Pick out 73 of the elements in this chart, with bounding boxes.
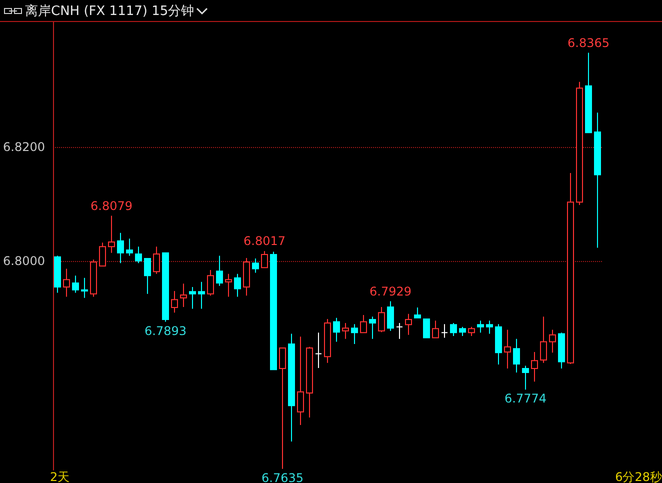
annotation: 6.8365 [568, 36, 610, 50]
candlestick [63, 268, 70, 298]
candlestick [108, 215, 115, 254]
candlestick [441, 324, 448, 338]
candlestick [513, 338, 520, 374]
candlestick [351, 324, 358, 345]
annotation: 6.7929 [369, 284, 412, 298]
candlestick [252, 258, 259, 274]
candlestick [423, 318, 430, 338]
candlestick [216, 255, 223, 286]
candlestick [558, 332, 565, 370]
candlestick [459, 326, 466, 337]
y-tick-label: 6.8200 [2, 140, 45, 154]
chart-title: 离岸CNH (FX 1117) 15分钟 [25, 2, 194, 20]
candlestick [432, 320, 439, 338]
candlestick [342, 322, 349, 340]
candlestick [261, 250, 268, 268]
candlestick [576, 81, 583, 206]
candlestick [198, 281, 205, 310]
candlestick [477, 320, 484, 334]
candlestick [585, 52, 592, 134]
annotation: 6.8017 [243, 234, 286, 248]
candlestick [225, 273, 232, 298]
candlestick [495, 324, 502, 366]
candlestick [360, 314, 367, 334]
candlestick [567, 172, 574, 364]
candlestick [297, 336, 304, 426]
annotation: 6.7774 [504, 392, 546, 406]
annotation: 6.7893 [144, 324, 186, 338]
candlestick [306, 346, 313, 418]
candlestick [234, 273, 241, 298]
candlestick [180, 283, 187, 308]
candlestick [549, 329, 556, 354]
candlestick [207, 269, 214, 296]
candlestick [54, 255, 61, 294]
candlestick [522, 365, 529, 390]
candlestick [594, 112, 601, 248]
annotation: 2天 [50, 470, 70, 483]
candlestick [72, 275, 79, 294]
candlestick [333, 317, 340, 342]
candlestick [90, 259, 97, 298]
annotation: 6.8079 [90, 198, 132, 213]
candlestick [369, 316, 376, 340]
candlestick [540, 316, 547, 364]
candlestick [414, 307, 421, 318]
candlestick [243, 257, 250, 296]
candlestick [162, 252, 169, 322]
candlestick [81, 277, 88, 298]
candlestick [486, 320, 493, 334]
candlestick [531, 352, 538, 382]
candlestick [171, 290, 178, 314]
candlestick [288, 333, 295, 442]
candlestick [153, 246, 160, 274]
y-tick-label: 6.8000 [2, 254, 45, 268]
candlestick [315, 332, 322, 368]
text: 6分28秒 [615, 470, 662, 483]
candlestick [117, 232, 124, 264]
candlestick [189, 286, 196, 310]
annotation: 6.7635 [261, 470, 304, 483]
candlestick [99, 242, 106, 266]
candlestick [504, 329, 511, 370]
candlestick [279, 348, 286, 470]
candlestick [126, 238, 133, 256]
candlestick [378, 306, 385, 333]
candlestick [396, 322, 403, 340]
candlestick [144, 257, 151, 294]
candlestick [270, 251, 277, 370]
candlestick [450, 322, 457, 337]
candlestick [468, 326, 475, 337]
candlestick [405, 313, 412, 336]
candlestick [324, 318, 331, 364]
candlestick [387, 300, 394, 332]
candlestick [135, 246, 142, 264]
